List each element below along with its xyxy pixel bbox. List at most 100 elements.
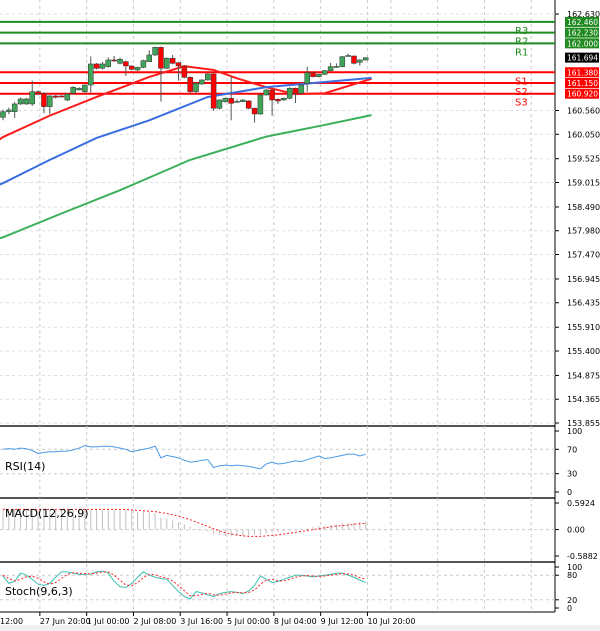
candle-body — [17, 98, 24, 105]
level-price-tag — [565, 38, 599, 49]
price-tick-label: 154.875 — [567, 371, 600, 380]
candle-body — [82, 84, 88, 92]
level-price-label: 161.380 — [567, 68, 598, 77]
candle-body — [292, 88, 299, 94]
candle-body — [41, 93, 47, 107]
stoch-tick-label: 80 — [567, 571, 577, 580]
candle-body — [263, 89, 269, 96]
candle-body — [169, 58, 176, 64]
moving-average-ma-fast — [0, 65, 372, 141]
price-tick-label: 162.630 — [567, 10, 600, 19]
candle — [187, 76, 193, 94]
scrollbar[interactable] — [0, 625, 600, 631]
candle-body — [152, 47, 158, 56]
level-price-label: 160.920 — [567, 90, 598, 99]
level-price-label: 161.150 — [567, 79, 598, 88]
time-label: 2 Jul 08:00 — [133, 617, 176, 626]
moving-average-ma-slow — [0, 114, 372, 240]
candle-body — [105, 59, 112, 67]
candle-body — [205, 73, 211, 81]
candle — [234, 99, 240, 103]
candle — [292, 87, 299, 104]
candle — [199, 79, 205, 85]
candle — [17, 97, 24, 105]
candle-body — [286, 88, 293, 99]
time-label: 5 Jul 00:00 — [227, 617, 270, 626]
candle-body — [11, 103, 18, 112]
candle — [310, 71, 316, 78]
level-price-tag — [565, 88, 599, 99]
candle-body — [228, 98, 234, 104]
candle — [345, 53, 351, 57]
level-price-tag — [565, 27, 599, 38]
candle — [275, 98, 281, 104]
level-name-s1: S1 — [515, 76, 528, 87]
candle — [11, 102, 18, 118]
candle — [316, 73, 322, 78]
candle-body — [76, 88, 82, 91]
candle — [123, 60, 129, 76]
candle — [210, 73, 217, 111]
rsi-tick-label: 30 — [567, 470, 577, 479]
candle — [222, 97, 229, 103]
candle-body — [351, 55, 357, 64]
candle — [58, 95, 65, 98]
candle-body — [333, 66, 340, 68]
price-tick-label: 160.560 — [567, 106, 600, 115]
candle-body — [123, 61, 129, 67]
candle-body — [322, 70, 328, 75]
rsi-tick-label: 100 — [567, 427, 582, 436]
candle-body — [199, 79, 205, 85]
price-tick-label: 157.980 — [567, 227, 600, 236]
time-label: 12:00 — [0, 617, 23, 626]
time-label: 10 Jul 20:00 — [367, 617, 415, 626]
candle — [228, 75, 234, 121]
candle-body — [88, 63, 94, 86]
candle-body — [58, 95, 65, 98]
candle-body — [128, 65, 135, 70]
candle — [140, 59, 147, 69]
candle — [240, 99, 246, 103]
candle-body — [269, 89, 275, 101]
candle-body — [362, 57, 369, 61]
candle-body — [158, 47, 164, 69]
candle-body — [29, 91, 35, 105]
rsi-line — [2, 445, 366, 470]
candle — [158, 46, 164, 102]
candle — [41, 92, 47, 114]
candle — [216, 99, 223, 110]
candle-body — [35, 91, 41, 94]
price-tick-label: 154.365 — [567, 395, 600, 404]
candle-body — [181, 65, 188, 78]
level-price-tag — [565, 77, 599, 88]
candle — [357, 59, 363, 66]
candle-body — [345, 55, 351, 57]
candle-body — [70, 87, 76, 94]
candle-body — [93, 63, 100, 69]
stoch-tick-label: 20 — [567, 596, 577, 605]
candle-body — [210, 73, 217, 109]
candle — [263, 89, 269, 96]
candle — [169, 55, 176, 65]
candle — [134, 66, 141, 71]
time-label: 27 Jun 20:00 — [40, 617, 91, 626]
candle — [257, 94, 264, 115]
candle-body — [222, 98, 229, 102]
price-tick-label: 155.910 — [567, 323, 600, 332]
candle — [35, 90, 41, 95]
candle-body — [257, 94, 264, 115]
candle-body — [23, 98, 30, 105]
candle-body — [175, 62, 182, 67]
candle-body — [0, 111, 6, 118]
price-tick-label: 156.435 — [567, 299, 600, 308]
candle — [111, 55, 117, 63]
level-price-label: 162.230 — [567, 29, 598, 38]
candle-body — [187, 77, 193, 92]
candle — [99, 62, 106, 70]
candle — [205, 73, 211, 81]
time-label: 8 Jul 04:00 — [274, 617, 317, 626]
candle — [333, 63, 340, 68]
current-price-tag — [565, 52, 599, 63]
candle — [281, 97, 287, 101]
